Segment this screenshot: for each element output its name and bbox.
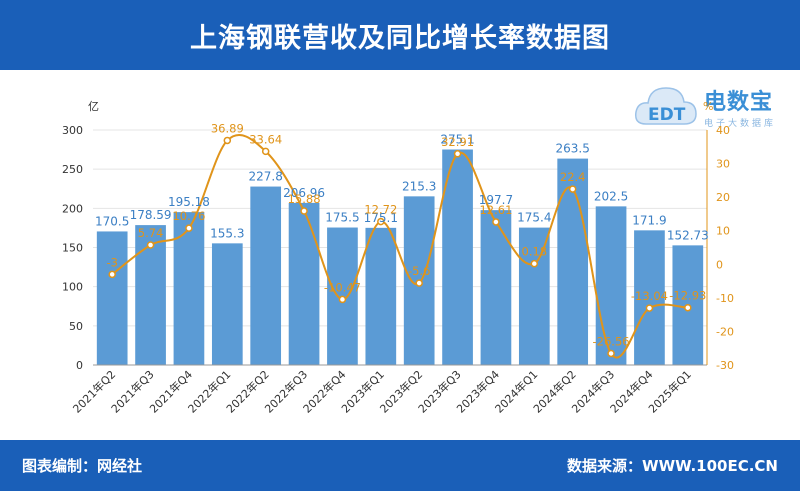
bar-value-label: 175.4 xyxy=(517,211,551,225)
line-value-label: 36.89 xyxy=(211,121,244,135)
y-left-tick-label: 300 xyxy=(62,124,83,137)
y-left-tick-label: 50 xyxy=(69,320,83,333)
line-point xyxy=(146,241,155,249)
y-left-tick-label: 250 xyxy=(62,163,83,176)
line-value-label: 10.76 xyxy=(172,209,205,223)
y-left-tick-label: 200 xyxy=(62,202,83,215)
line-point xyxy=(261,147,270,156)
line-point xyxy=(492,218,500,226)
bar xyxy=(518,227,550,365)
y-right-tick-label: -10 xyxy=(716,292,734,305)
bar xyxy=(211,243,243,365)
bar xyxy=(250,186,282,365)
line-value-label: 12.72 xyxy=(364,203,397,217)
y-right-tick-label: -20 xyxy=(716,325,734,338)
bar xyxy=(480,210,512,365)
line-point xyxy=(338,295,347,304)
bar-value-label: 170.5 xyxy=(95,214,129,228)
logo-subtext: 电子大数据库 xyxy=(704,119,777,129)
footer-author: 图表编制：网经社 xyxy=(22,457,143,475)
y-right-tick-label: 40 xyxy=(716,124,730,137)
line-value-label: -3 xyxy=(106,255,117,269)
page-title: 上海钢联营收及同比增长率数据图 xyxy=(0,0,800,70)
y-right-tick-label: 10 xyxy=(716,225,730,238)
line-value-label: 33.64 xyxy=(249,132,282,146)
bar-value-label: 195.18 xyxy=(168,195,210,209)
line-point xyxy=(377,217,385,226)
bar-value-label: 171.9 xyxy=(632,213,666,227)
bar xyxy=(442,149,473,365)
line-value-label: 0.18 xyxy=(522,245,548,259)
line-value-label: 5.74 xyxy=(138,226,164,240)
line-point xyxy=(415,279,423,287)
line-value-label: 12.61 xyxy=(479,203,512,217)
bar xyxy=(96,231,128,365)
bar xyxy=(365,227,397,365)
line-value-label: -26.56 xyxy=(593,334,630,348)
line-point xyxy=(607,349,615,358)
line-point xyxy=(568,185,577,193)
bar-value-label: 175.1 xyxy=(364,211,398,225)
bar xyxy=(173,212,205,365)
revenue-yoy-chart: 0 50 100 150 200 250 300 -30 -20 -10 0 10 20 30 40 亿 % 20… xyxy=(62,100,734,416)
bar-value-label: 263.5 xyxy=(556,142,590,156)
bar-value-label: 197.7 xyxy=(479,193,513,207)
y-right-tick-label: 20 xyxy=(716,191,730,204)
bar xyxy=(595,206,627,365)
y-right-tick-label: 0 xyxy=(716,258,723,271)
line-point xyxy=(108,270,116,279)
line-value-label: 32.91 xyxy=(441,135,474,149)
bar-value-label: 275.1 xyxy=(440,133,474,147)
y-right-unit: % xyxy=(703,100,713,113)
line-value-label: -13.04 xyxy=(631,289,668,303)
logo-text: 电数宝 xyxy=(704,90,774,115)
footer-source: 数据来源：WWW.100EC.CN xyxy=(567,457,778,475)
bar-value-label: 152.73 xyxy=(667,228,709,242)
footer: 图表编制：网经社 数据来源：WWW.100EC.CN xyxy=(0,440,800,491)
y-left-tick-label: 0 xyxy=(76,359,83,372)
y-right-tick-label: 30 xyxy=(716,158,730,171)
bar-value-label: 155.3 xyxy=(210,226,244,240)
bar-value-label: 178.59 xyxy=(130,208,172,222)
line-point xyxy=(530,259,539,268)
bar xyxy=(634,230,665,365)
line-point xyxy=(185,224,193,232)
y-right-tick-label: -30 xyxy=(716,359,734,372)
bar-value-label: 227.8 xyxy=(249,170,283,184)
line-value-label: 15.88 xyxy=(288,192,321,206)
line-value-label: -12.93 xyxy=(669,289,706,303)
bar-value-label: 175.5 xyxy=(325,211,359,225)
bar xyxy=(288,202,320,365)
line-point xyxy=(684,303,692,312)
y-left-unit: 亿 xyxy=(88,100,99,113)
y-left-tick-label: 150 xyxy=(62,242,83,255)
logo: EDT 电数宝 电子大数据库 xyxy=(632,76,792,136)
line-point xyxy=(645,304,654,312)
bar-value-label: 202.5 xyxy=(594,189,628,203)
line-point xyxy=(300,207,308,215)
bar-value-label: 206.96 xyxy=(283,186,325,200)
line-point xyxy=(453,150,462,158)
line-value-label: -5.6 xyxy=(408,264,430,278)
line-point xyxy=(223,136,232,145)
logo-mark: EDT xyxy=(648,105,686,125)
bar-value-label: 215.3 xyxy=(402,179,436,193)
cloud-logo-icon: EDT xyxy=(634,87,697,125)
y-left-tick-label: 100 xyxy=(62,281,83,294)
line-value-label: -10.47 xyxy=(324,280,361,294)
line-value-label: 22.4 xyxy=(560,170,586,184)
